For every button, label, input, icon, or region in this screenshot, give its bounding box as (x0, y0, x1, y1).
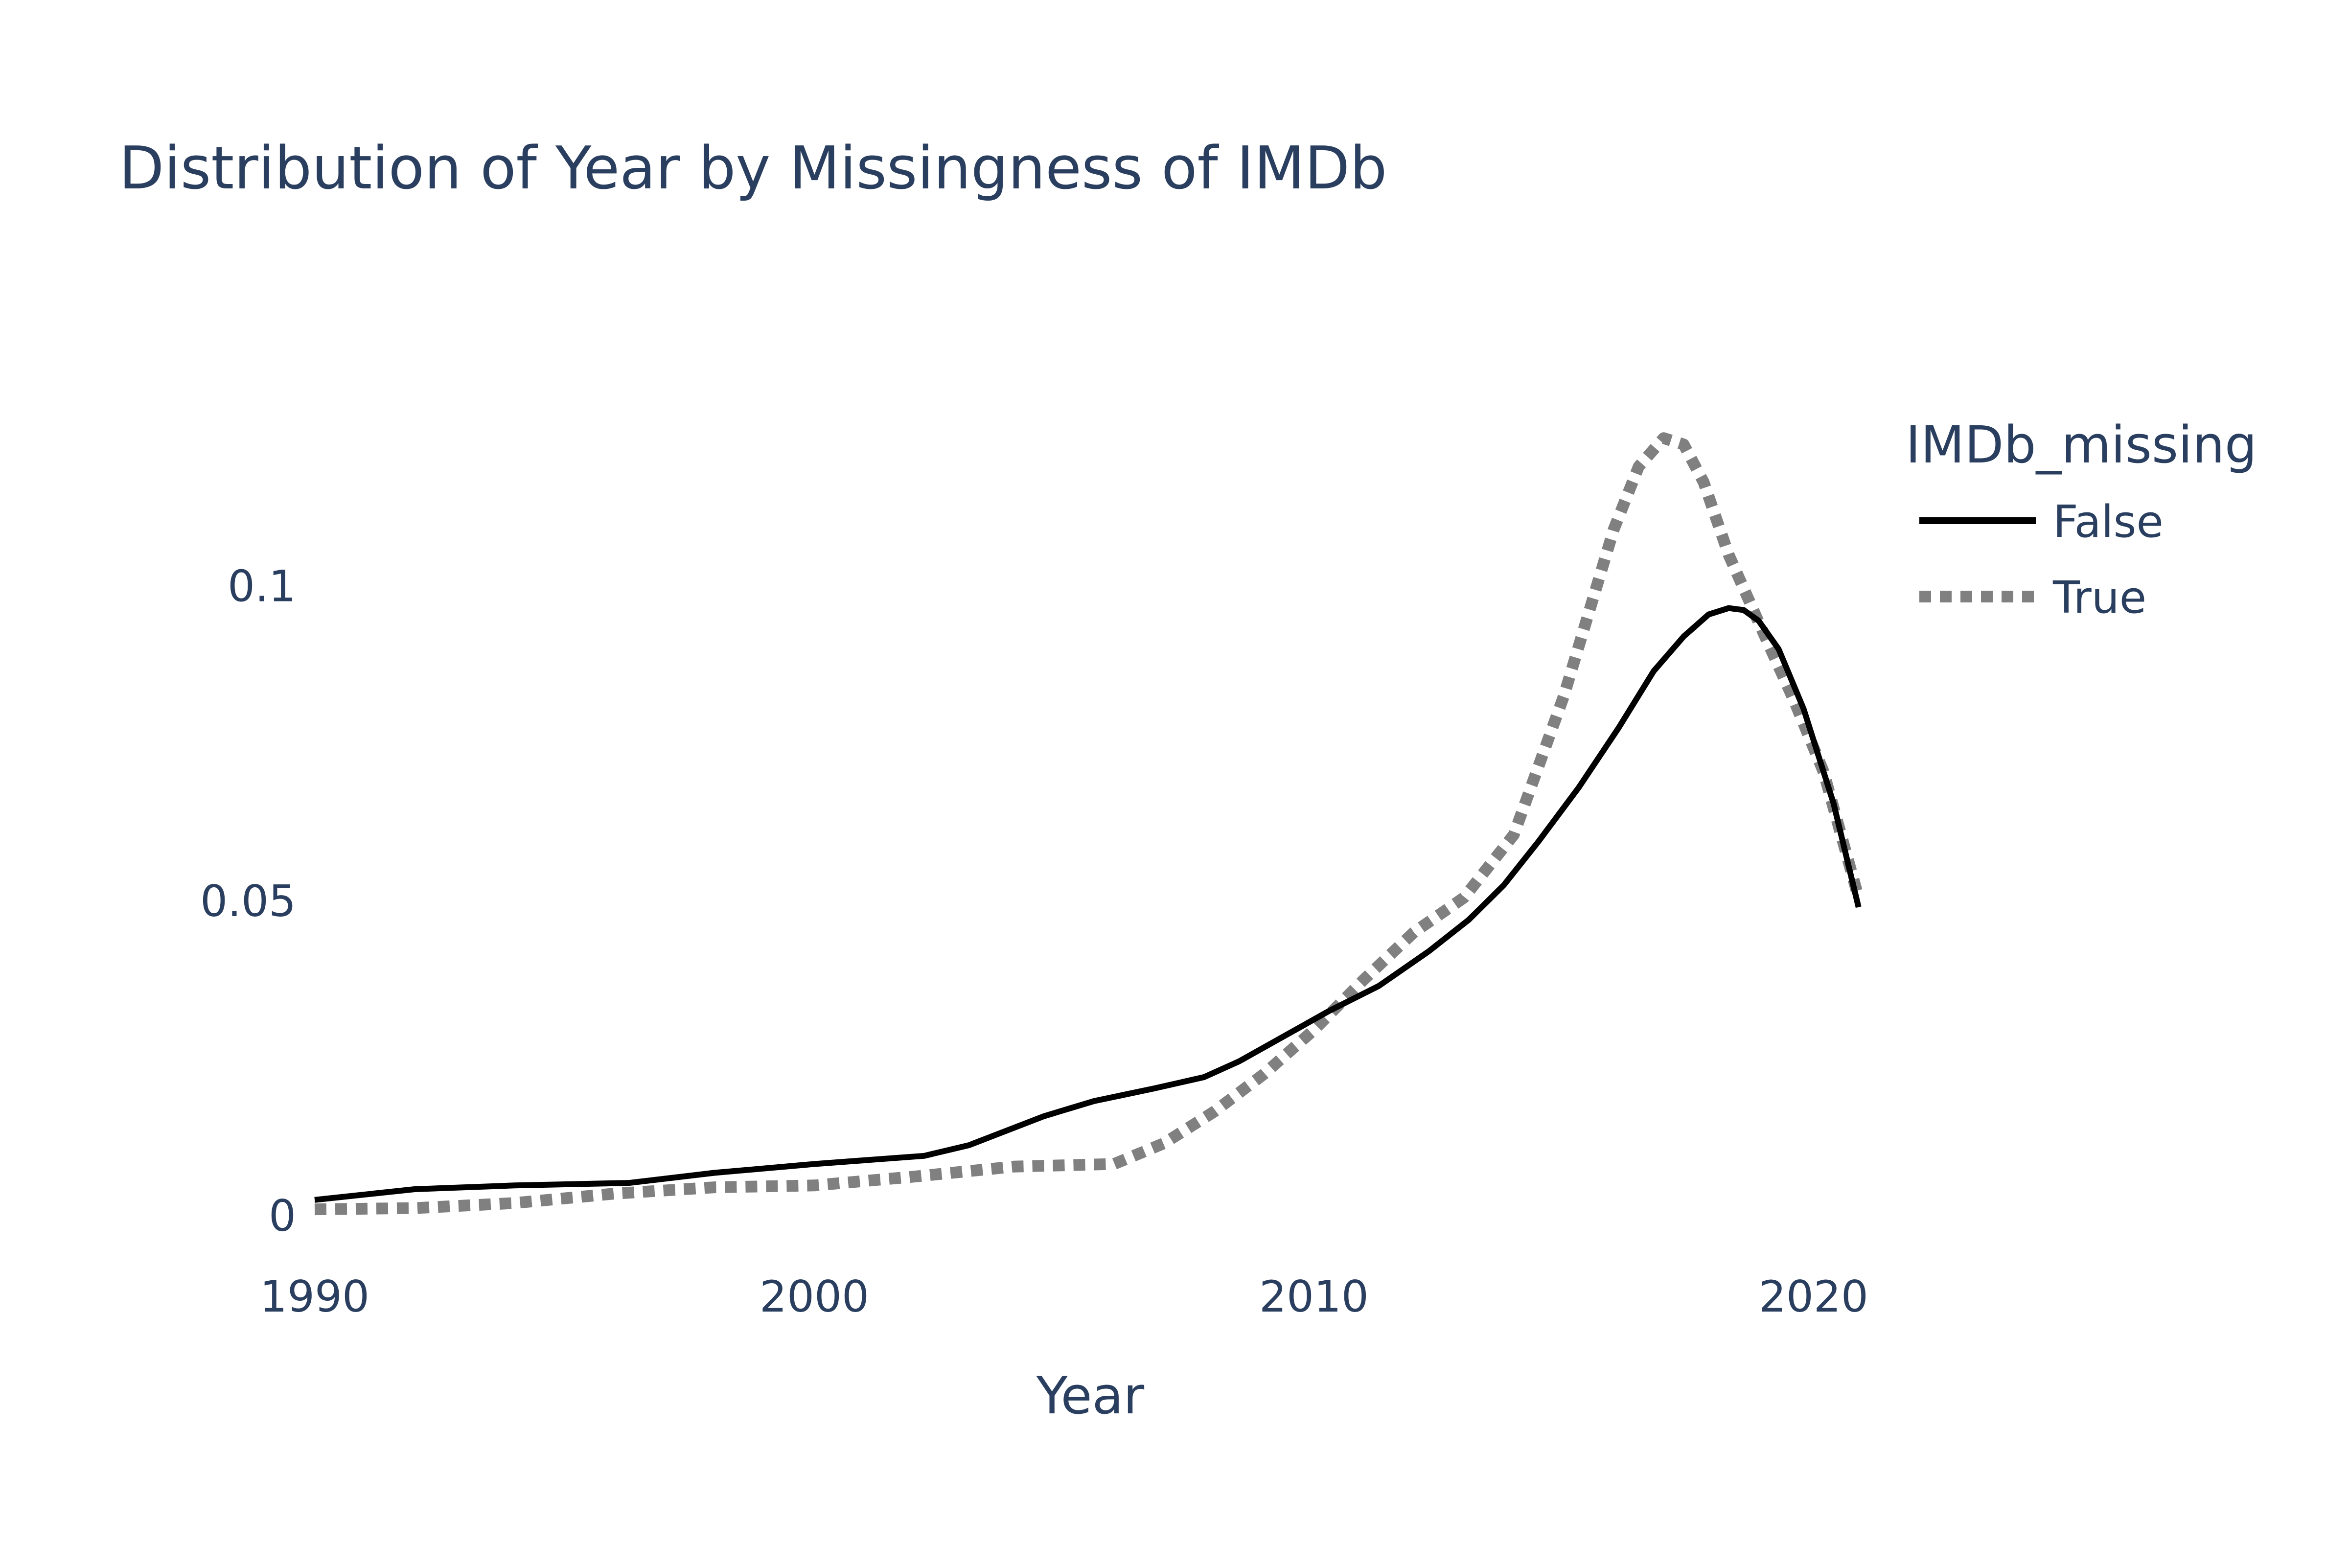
legend-item-true[interactable]: True (1919, 572, 2146, 623)
legend: IMDb_missing False True (1906, 415, 2257, 623)
y-tick-label: 0.1 (228, 561, 296, 612)
legend-item-false[interactable]: False (1919, 496, 2164, 548)
series-line-false (314, 605, 1862, 1203)
series-line-true (314, 432, 1865, 1216)
legend-label-true: True (2052, 572, 2146, 623)
x-tick-label: 2020 (1759, 1271, 1868, 1322)
legend-label-false: False (2053, 496, 2164, 548)
x-tick-label: 2000 (760, 1271, 869, 1322)
y-axis-ticks: 0 0.05 0.1 (200, 561, 296, 1241)
y-tick-label: 0 (269, 1191, 296, 1241)
x-tick-label: 1990 (260, 1271, 369, 1322)
y-tick-label: 0.05 (200, 876, 296, 926)
x-tick-label: 2010 (1259, 1271, 1369, 1322)
chart-title: Distribution of Year by Missingness of I… (119, 135, 1387, 203)
x-axis-title: Year (1036, 1366, 1144, 1426)
plot-lines (314, 432, 1865, 1216)
x-axis-ticks: 1990 2000 2010 2020 (260, 1271, 1868, 1322)
legend-title: IMDb_missing (1906, 415, 2257, 475)
